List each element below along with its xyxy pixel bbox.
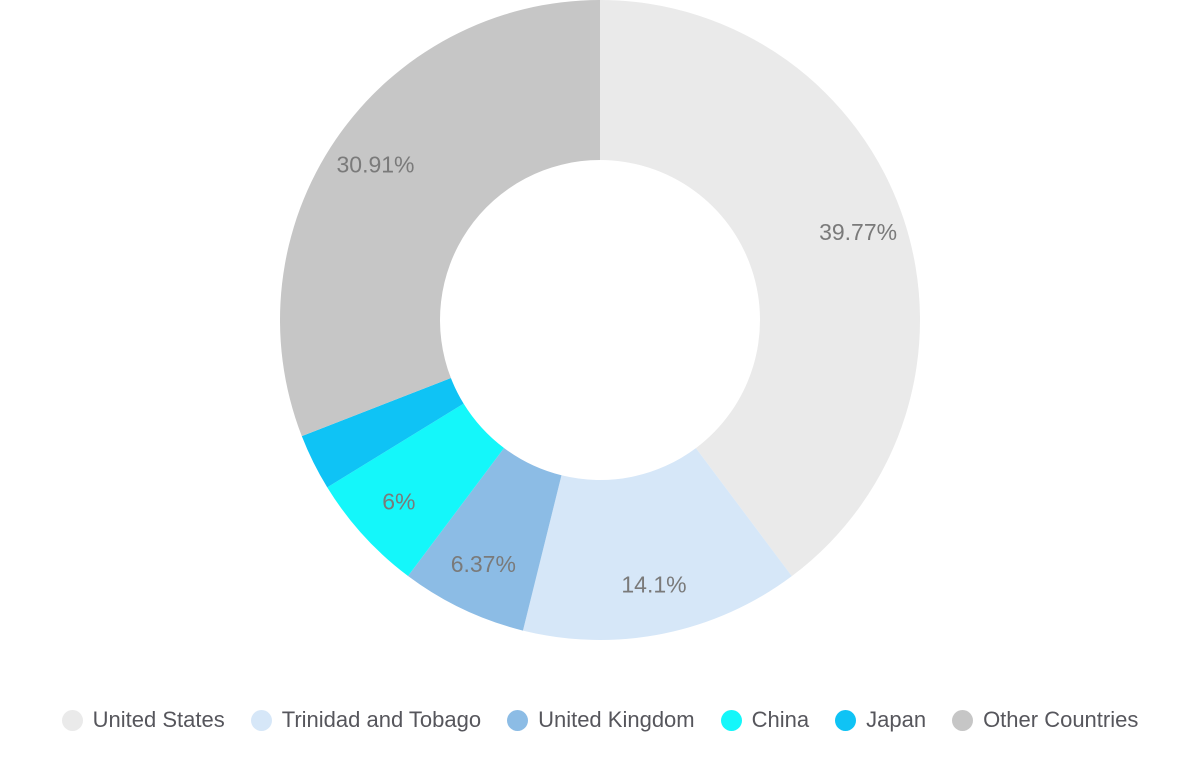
donut-slice[interactable]	[522, 448, 792, 640]
legend-item-label: Other Countries	[983, 707, 1139, 732]
donut-slice[interactable]	[279, 0, 600, 437]
legend-item[interactable]: Japan	[835, 709, 926, 731]
legend-item[interactable]: United States	[61, 707, 225, 732]
donut-slice-label: 14.1%	[621, 572, 686, 598]
donut-slice[interactable]	[327, 403, 505, 577]
donut-slice[interactable]	[301, 378, 464, 488]
legend-item-label: United States	[92, 707, 225, 732]
legend-swatch-icon	[250, 709, 272, 731]
legend-item[interactable]: Trinidad and Tobago	[250, 707, 482, 732]
legend-item[interactable]: United Kingdom	[507, 709, 695, 731]
legend-item-label: United Kingdom	[538, 707, 695, 732]
legend-swatch-icon	[61, 709, 83, 731]
legend-swatch-icon	[507, 709, 529, 731]
donut-chart-plot-area: 39.77% 14.1% 6.37% 6% 30.91%	[279, 0, 920, 640]
donut-slice-labels-group: 39.77% 14.1% 6.37% 6% 30.91%	[336, 152, 897, 598]
chart-legend: United States Trinidad and Tobago United K…	[0, 694, 1200, 746]
donut-slice[interactable]	[408, 448, 562, 631]
legend-item-label: Japan	[866, 707, 927, 732]
donut-slices-group	[279, 0, 920, 640]
donut-chart-svg: 39.77% 14.1% 6.37% 6% 30.91%	[279, 0, 920, 640]
legend-item[interactable]: China	[720, 707, 810, 732]
legend-item[interactable]: Other Countries	[952, 709, 1138, 731]
legend-swatch-icon	[835, 709, 857, 731]
donut-slice-label: 6.37%	[451, 551, 516, 577]
donut-slice-label: 6%	[382, 488, 415, 514]
legend-swatch-icon	[952, 709, 974, 731]
legend-item-label: Trinidad and Tobago	[281, 707, 482, 732]
donut-slice-label: 39.77%	[819, 219, 897, 245]
donut-slice-label: 30.91%	[336, 152, 414, 178]
legend-item-label: China	[751, 707, 810, 732]
legend-swatch-icon	[720, 709, 742, 731]
donut-slice[interactable]	[600, 0, 920, 577]
